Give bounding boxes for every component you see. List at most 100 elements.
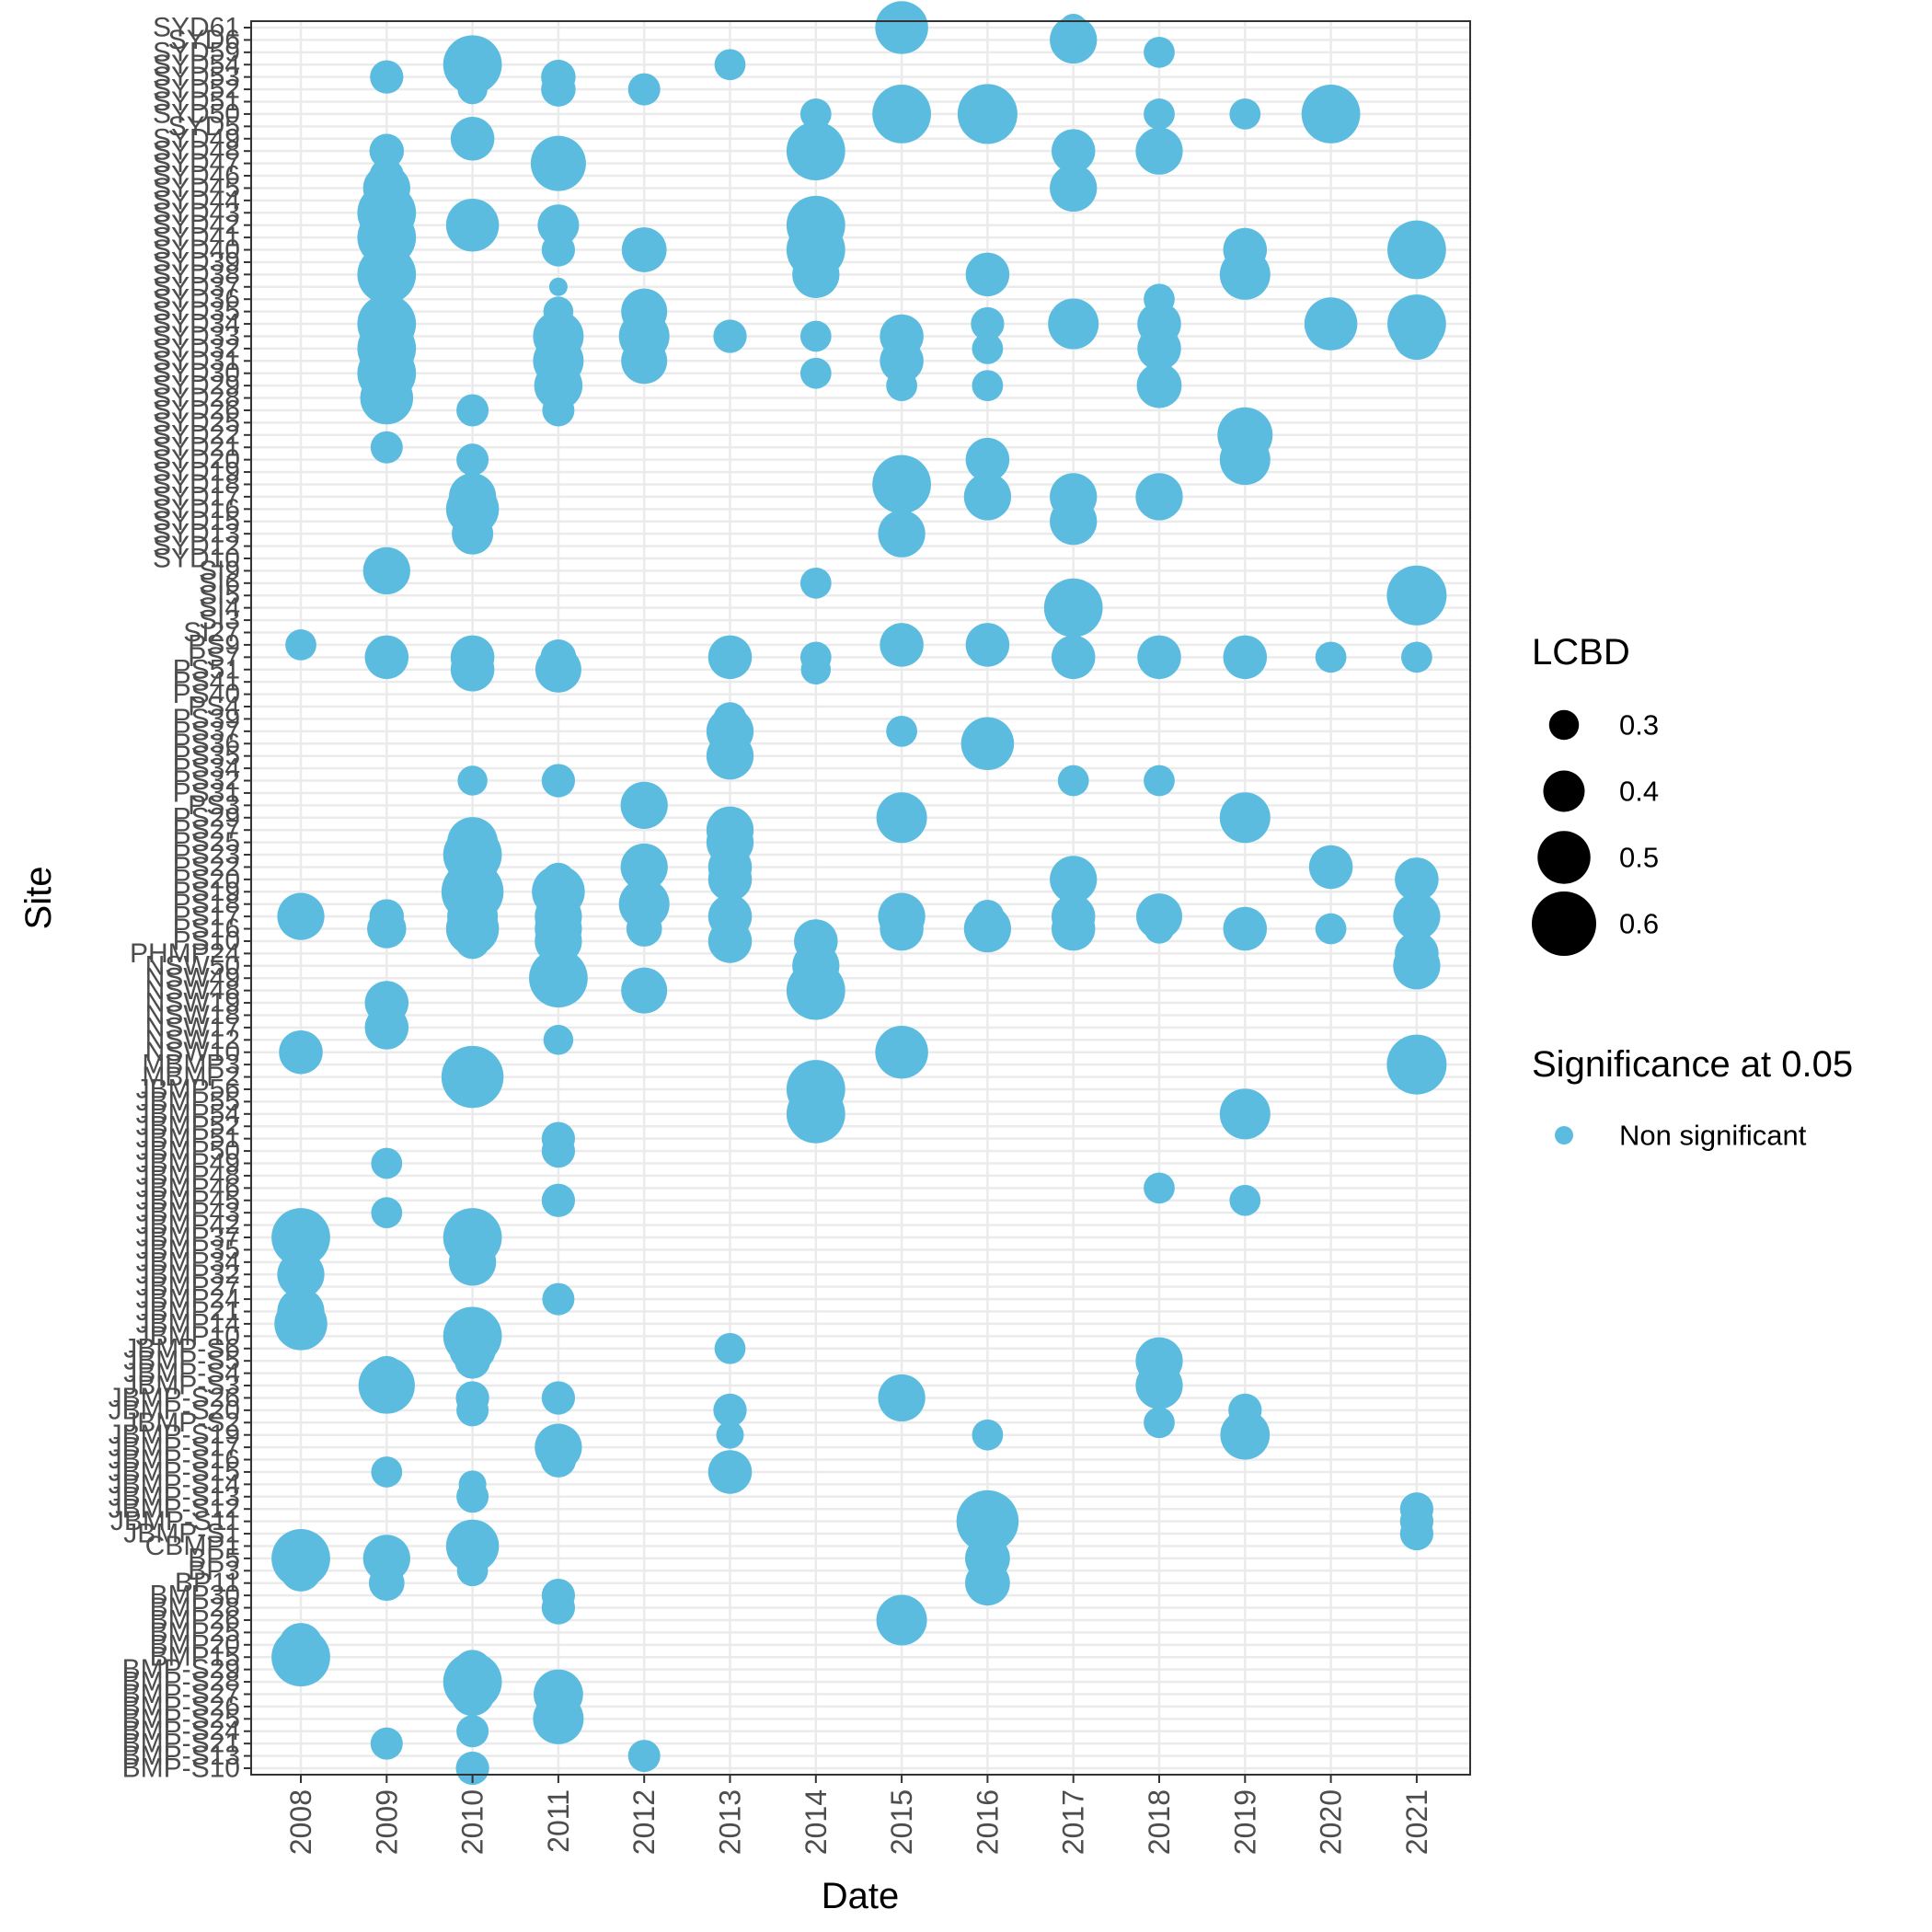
data-point bbox=[364, 1006, 409, 1050]
data-point bbox=[271, 1208, 330, 1267]
color-legend-keys: Non significant bbox=[1555, 1120, 1807, 1152]
data-point bbox=[1144, 98, 1175, 130]
data-point bbox=[280, 1549, 322, 1592]
data-point bbox=[454, 1342, 490, 1379]
data-point bbox=[707, 919, 753, 963]
data-point bbox=[443, 35, 502, 95]
x-tick-label: 2009 bbox=[370, 1789, 403, 1855]
y-tick-label: SYD51 bbox=[153, 86, 240, 117]
data-point bbox=[543, 1025, 574, 1055]
data-point bbox=[371, 1456, 403, 1488]
y-tick-label: SYD50 bbox=[153, 98, 240, 129]
y-tick-label: JBMP56 bbox=[136, 1074, 240, 1104]
y-tick-label: JBMP-S2 bbox=[123, 1408, 240, 1438]
y-tick-label: SYD42 bbox=[153, 210, 240, 240]
y-tick-label: PS4 bbox=[188, 692, 240, 722]
y-tick-label: SYD17 bbox=[153, 481, 240, 512]
y-tick-label: BMP15 bbox=[150, 1642, 240, 1673]
data-point bbox=[1051, 129, 1096, 173]
data-point bbox=[369, 133, 405, 168]
y-tick-label: BMP-S28 bbox=[122, 1667, 240, 1697]
legend-size-key bbox=[1532, 891, 1596, 956]
data-point bbox=[271, 1627, 330, 1687]
legend-color-key bbox=[1555, 1126, 1573, 1144]
y-tick-label: PS25 bbox=[173, 827, 240, 857]
y-tick-label: MBMP3 bbox=[142, 1050, 240, 1080]
y-tick-label: SYD53 bbox=[153, 62, 240, 92]
y-tick-label: CBMP1 bbox=[145, 1531, 240, 1561]
data-points bbox=[271, 1, 1447, 1786]
y-tick-label: SYD45 bbox=[153, 173, 240, 203]
data-point bbox=[445, 1519, 500, 1573]
y-tick-label: SYD39 bbox=[153, 247, 240, 277]
y-tick-label: SYD32 bbox=[153, 333, 240, 363]
data-point bbox=[886, 715, 917, 747]
y-tick-label: SYD49 bbox=[153, 123, 240, 154]
y-tick-label: SYD43 bbox=[153, 198, 240, 228]
data-point bbox=[541, 233, 576, 267]
data-point bbox=[456, 394, 489, 427]
data-point bbox=[878, 1374, 926, 1422]
y-tick-label: PS41 bbox=[173, 667, 240, 697]
y-tick-label: SYD15 bbox=[153, 506, 240, 536]
y-tick-label: JBMP50 bbox=[136, 1136, 240, 1167]
data-point bbox=[1223, 635, 1268, 680]
data-point bbox=[441, 1045, 504, 1109]
data-point bbox=[627, 1740, 661, 1773]
data-point bbox=[1308, 845, 1353, 890]
data-point bbox=[872, 85, 931, 144]
data-point bbox=[1304, 297, 1358, 351]
legend-size-label: 0.4 bbox=[1619, 776, 1659, 808]
data-point bbox=[1050, 164, 1098, 213]
y-tick-label: JBMP-S3 bbox=[123, 1371, 240, 1401]
y-tick-label: PS22 bbox=[173, 852, 240, 882]
data-point bbox=[371, 1147, 403, 1179]
data-point bbox=[450, 117, 495, 161]
y-tick-label: PS3 bbox=[188, 790, 240, 821]
data-point bbox=[876, 792, 927, 844]
y-tick-label: SYD52 bbox=[153, 75, 240, 105]
data-point bbox=[1315, 641, 1347, 673]
x-tick-label: 2012 bbox=[627, 1789, 661, 1855]
data-point bbox=[965, 437, 1010, 482]
data-point bbox=[1057, 765, 1089, 797]
data-point bbox=[963, 473, 1012, 521]
data-point bbox=[279, 1029, 323, 1075]
y-tick-label: PHMP24 bbox=[130, 938, 240, 969]
y-tick-label: BMP-S29 bbox=[122, 1654, 240, 1685]
y-tick-label: JBMP42 bbox=[136, 1210, 240, 1240]
y-tick-label: PS7 bbox=[188, 642, 240, 673]
y-tick-label: NSW50 bbox=[145, 950, 240, 981]
data-point bbox=[1144, 1172, 1175, 1204]
data-point bbox=[713, 319, 747, 353]
y-tick-label: JBMP37 bbox=[136, 1223, 240, 1253]
y-tick-label: BP3 bbox=[188, 1556, 240, 1586]
data-point bbox=[799, 320, 832, 352]
data-point bbox=[621, 967, 668, 1014]
y-tick-label: SYD26 bbox=[153, 395, 240, 425]
legend-size-label: 0.3 bbox=[1619, 709, 1659, 742]
y-tick-label: JBMP52 bbox=[136, 1111, 240, 1142]
y-tick-label: SYD12 bbox=[153, 531, 240, 561]
data-point bbox=[1144, 765, 1175, 797]
data-point bbox=[456, 1394, 489, 1427]
data-point bbox=[541, 764, 576, 798]
legend: LCBD 0.3 0.4 0.5 0.6 Significance at 0.05 N… bbox=[1532, 632, 1853, 1152]
data-point bbox=[875, 1, 928, 54]
data-point bbox=[963, 904, 1012, 953]
data-point bbox=[1393, 892, 1441, 940]
data-point bbox=[548, 277, 568, 296]
y-tick-label: SYD20 bbox=[153, 444, 240, 475]
y-tick-label: JBMP-S19 bbox=[109, 1420, 240, 1450]
y-tick-label: PS35 bbox=[173, 741, 240, 771]
data-point bbox=[1386, 1034, 1447, 1095]
y-tick-label: SYD22 bbox=[153, 420, 240, 450]
y-tick-label: PS16 bbox=[173, 914, 240, 944]
data-point bbox=[714, 49, 746, 81]
y-tick-label: PS9 bbox=[188, 629, 240, 660]
data-point bbox=[1144, 1407, 1175, 1439]
data-point bbox=[448, 1238, 497, 1286]
data-point bbox=[542, 1282, 575, 1316]
y-tick-label: SYD35 bbox=[153, 296, 240, 327]
x-tick-label: 2021 bbox=[1400, 1789, 1433, 1855]
